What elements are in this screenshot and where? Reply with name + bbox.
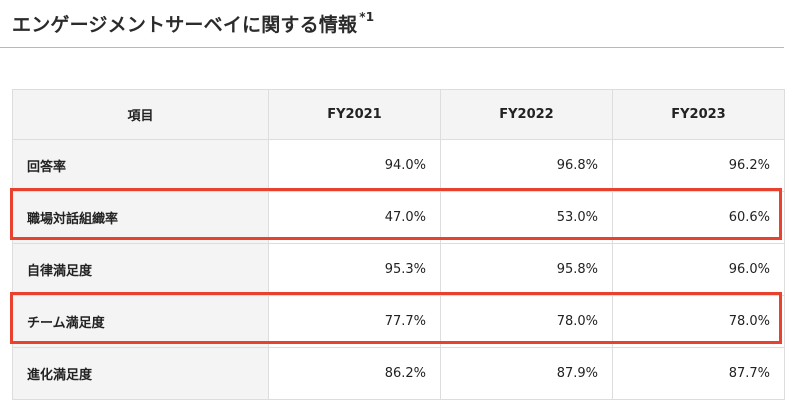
cell-value: 87.9% bbox=[440, 347, 613, 400]
cell-value: 96.2% bbox=[612, 139, 785, 192]
header-item: 項目 bbox=[12, 89, 269, 140]
cell-value: 95.8% bbox=[440, 243, 613, 296]
row-label: チーム満足度 bbox=[12, 295, 269, 348]
table-header-row: 項目 FY2021 FY2022 FY2023 bbox=[12, 89, 785, 140]
table-row: 回答率 94.0% 96.8% 96.2% bbox=[12, 139, 785, 192]
cell-value: 96.8% bbox=[440, 139, 613, 192]
cell-value: 87.7% bbox=[612, 347, 785, 400]
cell-value: 47.0% bbox=[268, 191, 441, 244]
cell-value: 94.0% bbox=[268, 139, 441, 192]
title-footnote: *1 bbox=[359, 9, 375, 24]
table-row: 自律満足度 95.3% 95.8% 96.0% bbox=[12, 243, 785, 296]
cell-value: 96.0% bbox=[612, 243, 785, 296]
header-fy2021: FY2021 bbox=[268, 89, 441, 140]
row-label: 進化満足度 bbox=[12, 347, 269, 400]
cell-value: 53.0% bbox=[440, 191, 613, 244]
cell-value: 77.7% bbox=[268, 295, 441, 348]
table-row: 職場対話組織率 47.0% 53.0% 60.6% bbox=[12, 191, 785, 244]
row-label: 自律満足度 bbox=[12, 243, 269, 296]
cell-value: 86.2% bbox=[268, 347, 441, 400]
title-text: エンゲージメントサーベイに関する情報 bbox=[12, 14, 358, 36]
cell-value: 60.6% bbox=[612, 191, 785, 244]
header-fy2023: FY2023 bbox=[612, 89, 785, 140]
row-label: 職場対話組織率 bbox=[12, 191, 269, 244]
cell-value: 78.0% bbox=[612, 295, 785, 348]
engagement-survey-table: 項目 FY2021 FY2022 FY2023 回答率 94.0% 96.8% … bbox=[12, 89, 785, 400]
cell-value: 78.0% bbox=[440, 295, 613, 348]
page-title: エンゲージメントサーベイに関する情報 *1 bbox=[12, 10, 374, 37]
row-label: 回答率 bbox=[12, 139, 269, 192]
cell-value: 95.3% bbox=[268, 243, 441, 296]
table-row: チーム満足度 77.7% 78.0% 78.0% bbox=[12, 295, 785, 348]
table-row: 進化満足度 86.2% 87.9% 87.7% bbox=[12, 347, 785, 400]
section-header: エンゲージメントサーベイに関する情報 *1 bbox=[0, 0, 784, 48]
header-fy2022: FY2022 bbox=[440, 89, 613, 140]
